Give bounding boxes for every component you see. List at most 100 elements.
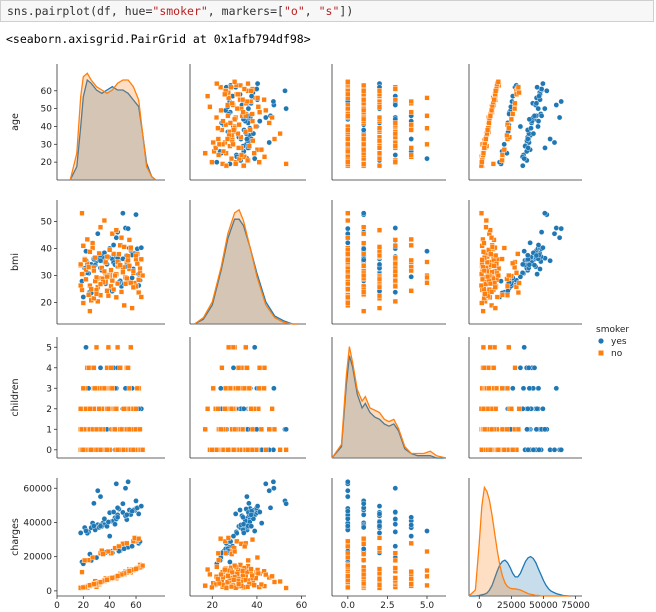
point-no: [489, 426, 495, 432]
point-yes: [244, 136, 250, 142]
point-no: [424, 125, 430, 131]
point-no: [250, 138, 256, 144]
point-yes: [525, 145, 531, 151]
point-yes: [553, 385, 560, 392]
point-no: [269, 114, 275, 121]
point-no: [513, 284, 520, 290]
point-yes: [535, 123, 541, 130]
point-no: [257, 109, 263, 115]
point-no: [218, 426, 224, 432]
point-no: [249, 118, 256, 124]
point-no: [202, 426, 208, 432]
point-no: [376, 114, 383, 121]
point-no: [238, 152, 245, 158]
point-no: [258, 581, 265, 588]
point-no: [204, 566, 211, 573]
point-no: [516, 280, 522, 286]
point-no: [138, 294, 144, 300]
point-no: [481, 365, 487, 371]
point-no: [408, 288, 414, 294]
point-no: [408, 236, 414, 243]
point-no: [361, 107, 367, 114]
point-no: [97, 447, 104, 453]
y-tick-label: 60: [41, 87, 53, 97]
point-no: [130, 284, 137, 290]
point-no: [245, 80, 251, 87]
code-prefix: sns.pairplot(df, hue=: [7, 4, 153, 18]
point-yes: [344, 478, 351, 485]
point-no: [512, 100, 518, 106]
point-no: [490, 161, 497, 167]
point-no: [254, 554, 261, 561]
point-no: [501, 447, 507, 453]
point-no: [87, 249, 93, 255]
point-no: [215, 125, 221, 131]
point-yes: [114, 504, 121, 511]
point-no: [85, 292, 92, 298]
kde-fill-yes: [469, 556, 570, 596]
point-no: [82, 257, 88, 263]
point-no: [515, 426, 522, 432]
point-yes: [542, 210, 548, 216]
point-no: [118, 426, 125, 432]
point-no: [392, 130, 398, 137]
point-no: [227, 120, 234, 126]
point-yes: [551, 230, 558, 237]
point-no: [408, 127, 414, 133]
point-no: [209, 447, 215, 453]
panel-charges-vs-age: 0 20000 40000 60000 charges 0 20 40 60: [10, 478, 165, 611]
point-no: [499, 157, 505, 164]
point-yes: [392, 509, 399, 515]
point-no: [361, 97, 367, 103]
point-no: [231, 447, 237, 453]
point-no: [345, 300, 351, 306]
point-no: [408, 145, 414, 151]
point-no: [376, 582, 383, 588]
panel-charges-vs-charges: 0 25000 50000 75000: [468, 478, 590, 611]
point-no: [91, 268, 97, 274]
point-yes: [408, 136, 415, 142]
point-yes: [360, 512, 367, 518]
point-no: [248, 88, 254, 94]
point-yes: [344, 487, 351, 494]
point-no: [128, 344, 134, 350]
point-no: [230, 141, 236, 147]
point-no: [230, 344, 236, 350]
point-yes: [129, 508, 135, 515]
point-yes: [536, 93, 542, 99]
kde-line-no: [194, 208, 298, 325]
point-no: [79, 287, 85, 293]
point-yes: [551, 139, 558, 146]
point-yes: [376, 261, 383, 268]
point-yes: [376, 523, 383, 530]
point-no: [85, 264, 92, 270]
point-no: [277, 447, 283, 453]
code-cell[interactable]: sns.pairplot(df, hue="smoker", markers=[…: [0, 0, 654, 22]
point-no: [121, 406, 127, 412]
point-no: [105, 406, 112, 412]
point-no: [236, 122, 242, 128]
point-no: [485, 274, 491, 280]
point-no: [345, 148, 351, 155]
code-mid: , markers=[: [207, 4, 284, 18]
y-tick-label: 30: [41, 271, 53, 281]
point-yes: [262, 480, 269, 487]
point-no: [239, 426, 246, 432]
point-no: [235, 145, 242, 151]
point-no: [249, 426, 256, 432]
point-yes: [520, 261, 526, 268]
point-no: [137, 265, 143, 272]
point-no: [136, 536, 142, 542]
point-no: [225, 573, 231, 579]
point-no: [258, 147, 265, 153]
point-yes: [240, 521, 247, 528]
point-yes: [392, 529, 399, 535]
point-no: [104, 288, 110, 294]
point-no: [345, 281, 351, 287]
point-no: [128, 245, 134, 251]
point-no: [215, 152, 222, 158]
point-no: [485, 127, 491, 133]
point-yes: [282, 88, 288, 94]
point-no: [361, 308, 367, 314]
point-no: [83, 276, 89, 282]
